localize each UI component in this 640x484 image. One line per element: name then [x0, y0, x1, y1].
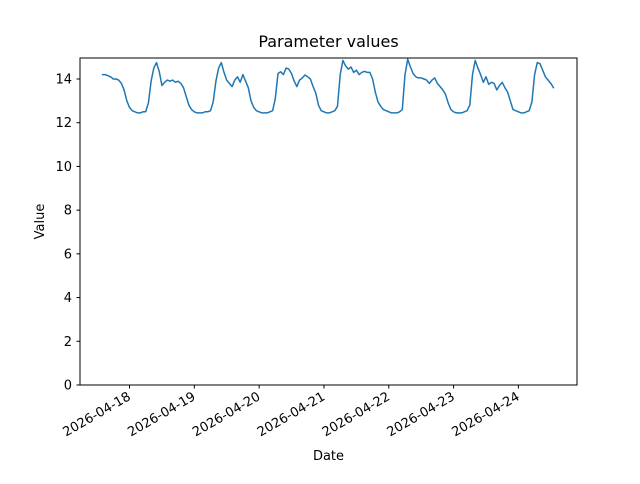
y-tick-label: 8	[64, 204, 72, 219]
y-tick-label: 2	[64, 335, 72, 350]
plot-frame	[79, 57, 578, 386]
x-tick-label: 2026-04-22	[320, 389, 393, 440]
y-tick-label: 4	[64, 291, 72, 306]
axes-area: 024681012142026-04-182026-04-192026-04-2…	[55, 57, 578, 440]
x-tick-label: 2026-04-18	[61, 389, 134, 440]
y-tick-label: 10	[55, 160, 72, 175]
x-tick-label: 2026-04-24	[449, 389, 522, 440]
y-tick-label: 12	[55, 116, 72, 131]
x-tick-label: 2026-04-23	[385, 389, 458, 440]
x-tick-label: 2026-04-21	[255, 389, 328, 440]
y-tick-label: 0	[64, 379, 72, 394]
y-tick-label: 6	[64, 247, 72, 262]
data-series-line	[101, 58, 555, 114]
y-tick-label: 14	[55, 72, 72, 87]
x-axis-label: Date	[313, 449, 344, 464]
x-tick-label: 2026-04-19	[125, 389, 198, 440]
y-axis-label: Value	[33, 204, 48, 240]
chart-title: Parameter values	[258, 32, 398, 51]
x-tick-label: 2026-04-20	[190, 389, 263, 440]
